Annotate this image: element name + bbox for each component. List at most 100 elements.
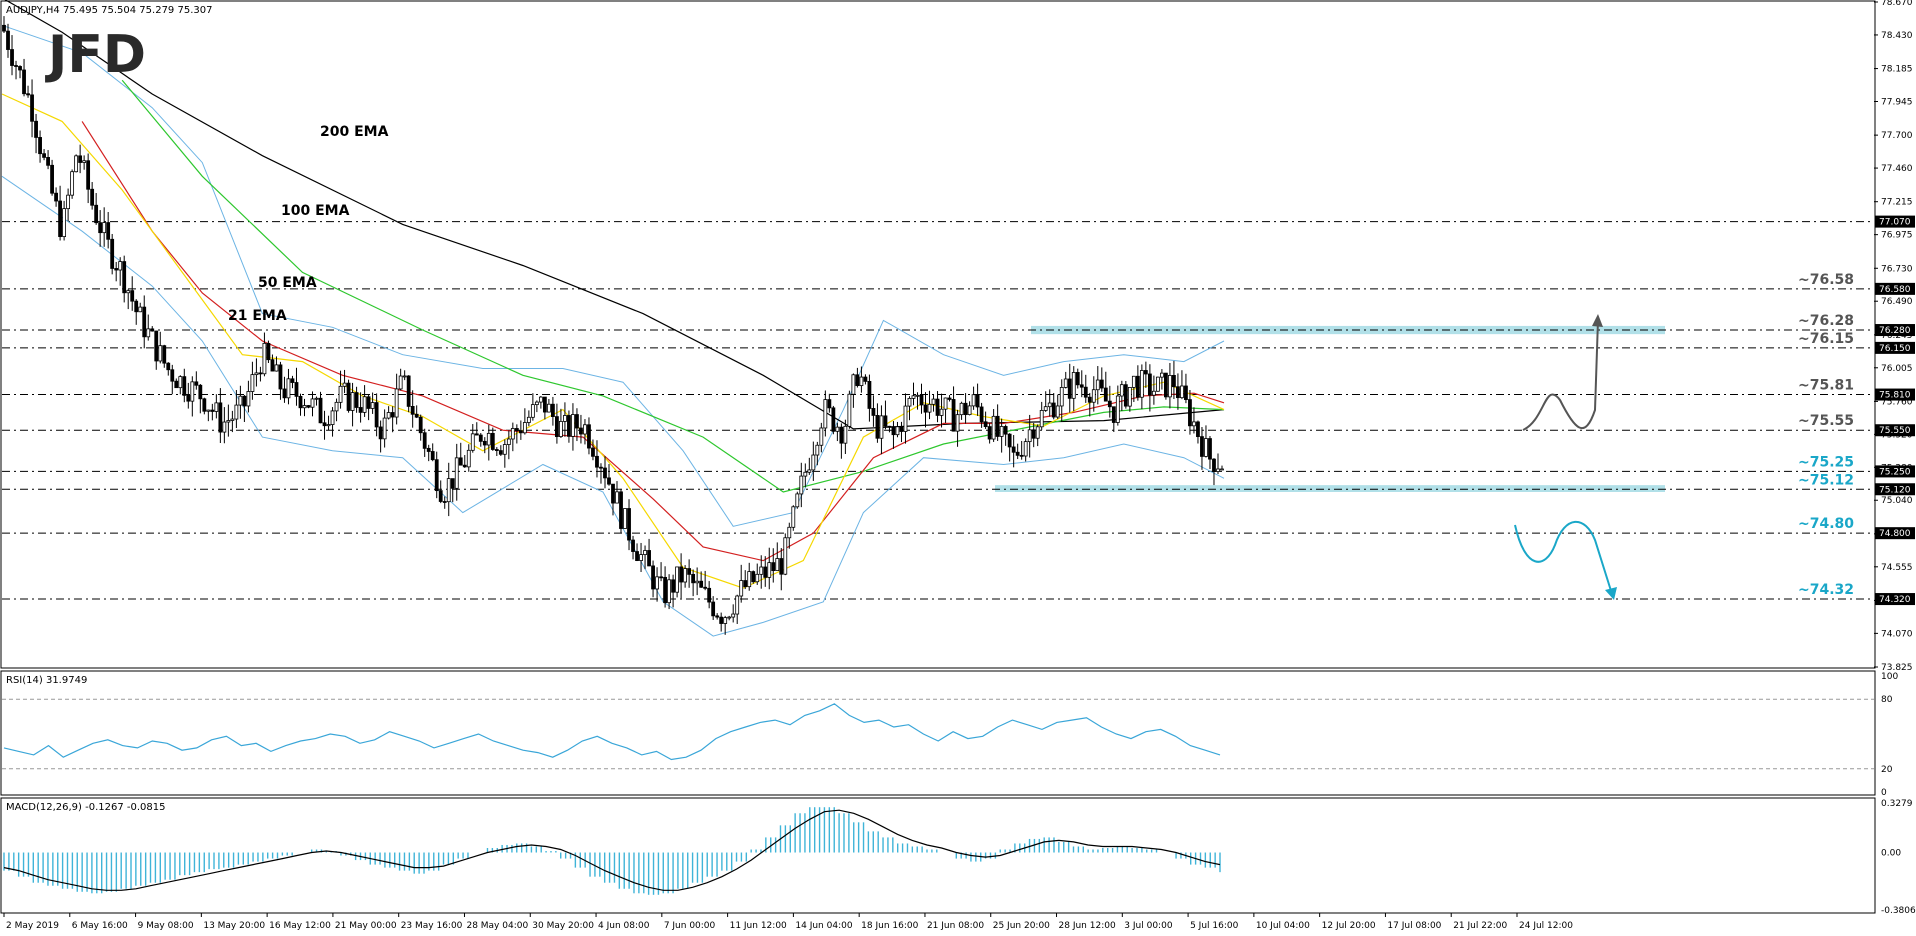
x-tick-label: 4 Jun 08:00	[598, 921, 650, 931]
candle-body	[326, 424, 331, 427]
candle-body	[899, 426, 904, 432]
macd-tick-label: 0.00	[1881, 849, 1901, 859]
candle-body	[823, 399, 828, 429]
candle-body	[739, 580, 744, 597]
candle-body	[118, 261, 123, 271]
candle-body	[382, 417, 387, 440]
candle-body	[1091, 389, 1096, 403]
candle-body	[1063, 378, 1068, 388]
candle-body	[583, 424, 587, 435]
rsi-tick-label: 100	[1881, 672, 1898, 682]
x-tick-label: 24 Jul 12:00	[1519, 921, 1573, 931]
candle-body	[210, 409, 215, 412]
x-tick-label: 21 Jul 22:00	[1453, 921, 1507, 931]
price-tag-label: 76.280	[1879, 326, 1911, 336]
candle-body	[198, 384, 203, 400]
candle-body	[959, 402, 964, 416]
candle-body	[711, 601, 716, 617]
x-tick-label: 25 Jun 20:00	[993, 921, 1050, 931]
candle-body	[302, 405, 307, 409]
candle-body	[126, 290, 131, 294]
candle-body	[206, 409, 211, 412]
candle-body	[555, 416, 559, 437]
candle-body	[478, 434, 483, 442]
ema100-label: 100 EMA	[281, 203, 350, 219]
candle-body	[258, 372, 263, 375]
candle-body	[911, 395, 916, 399]
candle-body	[22, 69, 26, 95]
candle-body	[799, 475, 804, 495]
candle-body	[891, 426, 896, 436]
price-tag-label: 76.150	[1879, 344, 1911, 354]
ema50-line	[81, 121, 1225, 562]
candle-body	[2, 24, 6, 32]
candle-body	[871, 408, 876, 416]
price-tag-label: 74.320	[1879, 595, 1911, 605]
candle-body	[214, 402, 219, 412]
candle-body	[591, 447, 595, 457]
main-panel[interactable]	[0, 0, 1876, 669]
rsi-tick-label: 80	[1881, 695, 1893, 705]
candle-body	[659, 576, 663, 579]
price-tag-label: 76.580	[1879, 285, 1911, 295]
price-tag	[1875, 593, 1915, 606]
candle-body	[971, 394, 976, 407]
candle-body	[98, 222, 103, 234]
candle-body	[967, 405, 972, 416]
candle-body	[643, 550, 647, 555]
candle-body	[1099, 379, 1104, 389]
candle-body	[438, 490, 443, 502]
candle-body	[74, 155, 79, 173]
y-tick-label: 75.040	[1881, 496, 1913, 506]
level-label: ~76.58	[1798, 272, 1854, 288]
macd-panel[interactable]	[0, 797, 1876, 914]
candle-body	[1107, 400, 1112, 408]
price-tag	[1875, 282, 1915, 295]
price-tag-label: 75.250	[1879, 467, 1911, 477]
chart-header: AUDJPY,H4 75.495 75.504 75.279 75.307	[6, 5, 212, 16]
candle-body	[106, 222, 111, 240]
candle-body	[763, 566, 768, 578]
candle-body	[434, 459, 439, 492]
candle-body	[266, 342, 271, 361]
candle-body	[174, 380, 179, 389]
candle-body	[735, 595, 740, 615]
candle-body	[226, 420, 231, 423]
candle-body	[1216, 468, 1220, 472]
candle-body	[815, 444, 820, 456]
candle-body	[82, 160, 87, 163]
candle-body	[222, 421, 227, 433]
candle-body	[723, 617, 728, 624]
candle-body	[787, 526, 792, 539]
level-label: ~76.15	[1798, 331, 1854, 347]
arrow-up-head	[1592, 314, 1603, 327]
candle-body	[671, 579, 675, 593]
candle-body	[631, 539, 635, 552]
rsi-tick-label: 0	[1881, 788, 1887, 798]
candle-body	[759, 566, 764, 575]
candle-body	[426, 447, 431, 452]
y-tick-label: 78.185	[1881, 65, 1913, 75]
y-tick-label: 78.670	[1881, 0, 1913, 8]
rsi-panel[interactable]	[0, 670, 1876, 796]
candle-body	[859, 376, 864, 387]
candle-body	[458, 457, 463, 466]
candle-body	[875, 415, 880, 439]
candle-body	[623, 508, 627, 529]
level-label: ~74.32	[1798, 582, 1854, 598]
candle-body	[947, 397, 952, 400]
candle-body	[50, 164, 54, 194]
candle-body	[751, 571, 756, 583]
candle-body	[771, 562, 776, 572]
candle-body	[827, 399, 832, 409]
candle-body	[202, 398, 207, 412]
x-tick-label: 28 May 04:00	[466, 921, 528, 931]
candle-body	[366, 396, 371, 409]
candle-body	[1079, 384, 1084, 388]
candle-body	[1095, 379, 1100, 391]
candle-body	[1019, 454, 1024, 457]
candle-body	[1147, 373, 1152, 396]
candle-body	[839, 426, 844, 444]
candle-body	[514, 428, 519, 432]
candle-body	[571, 414, 575, 437]
